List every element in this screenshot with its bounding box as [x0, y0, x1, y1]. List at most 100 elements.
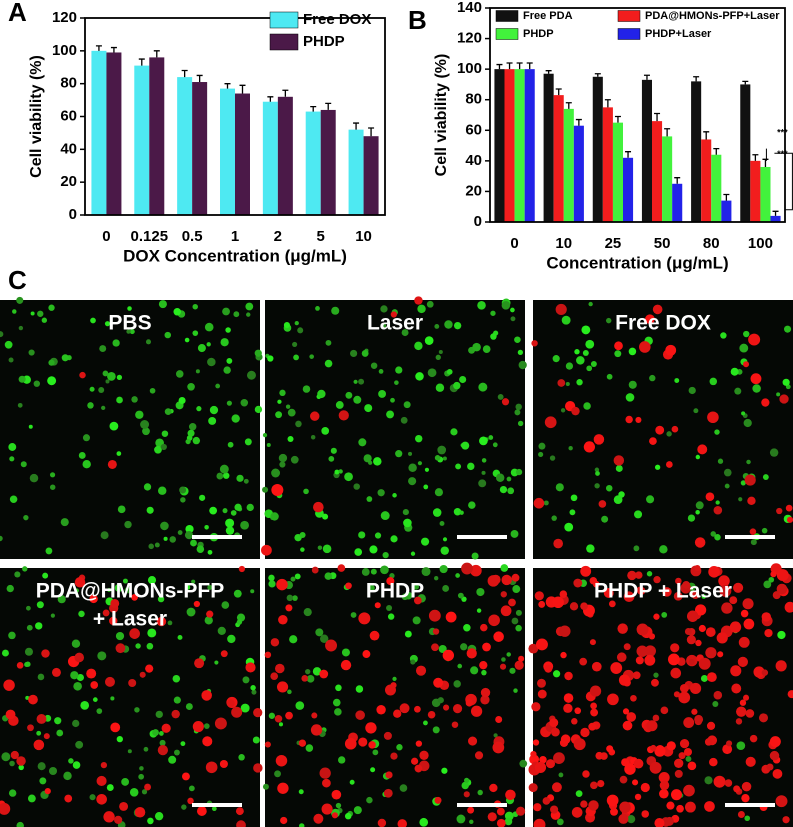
image-title: Laser — [367, 312, 423, 335]
cell — [424, 467, 430, 472]
cell — [610, 662, 623, 674]
cell — [456, 814, 466, 824]
cell — [551, 727, 560, 737]
cell — [707, 411, 719, 424]
cell — [613, 455, 625, 466]
cell — [743, 361, 750, 368]
cell — [145, 664, 154, 673]
cell — [277, 399, 282, 404]
cell — [135, 410, 144, 419]
cell — [362, 650, 371, 658]
cell — [442, 456, 447, 461]
image-title: + Laser — [93, 608, 167, 631]
cell — [100, 531, 109, 540]
cell — [455, 573, 460, 578]
cell — [442, 537, 448, 542]
cell — [278, 614, 288, 625]
cell — [451, 721, 459, 728]
cell — [286, 594, 294, 602]
cell — [576, 356, 585, 365]
cell — [534, 761, 547, 773]
micrograph: PBS — [0, 296, 263, 559]
panel-label: C — [8, 265, 27, 295]
cell — [492, 442, 498, 448]
cell — [299, 823, 305, 827]
cell — [330, 447, 337, 454]
cell — [78, 452, 86, 459]
cell — [670, 789, 683, 801]
cell — [187, 797, 194, 805]
cell — [528, 783, 538, 793]
cell — [785, 504, 793, 512]
error-bar — [506, 62, 513, 70]
cell — [231, 706, 243, 718]
cell — [223, 366, 231, 374]
cell — [396, 744, 403, 751]
cell — [445, 611, 457, 623]
cell — [589, 685, 602, 697]
cell — [779, 394, 789, 404]
cell — [112, 339, 120, 347]
cell — [243, 478, 249, 484]
cell — [109, 616, 118, 626]
cell — [319, 634, 329, 643]
annotation: *** — [777, 128, 788, 138]
cell — [531, 340, 538, 347]
cell — [147, 817, 154, 825]
legend-label: PHDP+Laser — [645, 28, 712, 40]
cell — [400, 416, 408, 424]
bar — [721, 200, 732, 222]
cell — [595, 751, 604, 760]
cell — [64, 794, 73, 803]
cell — [666, 801, 675, 810]
bar — [750, 160, 761, 222]
annotation: *** — [777, 149, 788, 159]
cell — [492, 741, 505, 754]
cell — [16, 821, 24, 827]
cell — [743, 330, 750, 338]
cell — [226, 357, 233, 364]
cell — [124, 520, 132, 529]
cell — [480, 695, 490, 705]
cell — [417, 461, 423, 466]
cell — [464, 777, 470, 783]
cell — [116, 451, 122, 456]
cell — [428, 609, 441, 622]
x-tick-label: 50 — [654, 235, 671, 252]
bar — [277, 96, 293, 215]
cell — [43, 733, 50, 740]
cell — [719, 584, 732, 597]
cell — [674, 769, 683, 778]
cell — [550, 805, 559, 814]
cell — [222, 508, 228, 514]
cell — [369, 630, 380, 641]
bar — [652, 121, 663, 222]
cell — [411, 757, 419, 765]
cell — [761, 527, 768, 534]
error-bar — [762, 158, 769, 167]
cell — [370, 767, 376, 773]
cell — [274, 714, 283, 723]
cell — [264, 741, 271, 748]
cell — [698, 624, 706, 633]
cell — [399, 703, 410, 714]
legend-swatch — [269, 11, 299, 29]
cell — [414, 764, 423, 773]
cell — [769, 736, 781, 748]
bar — [514, 69, 525, 223]
cell — [495, 473, 505, 482]
bar — [305, 111, 321, 215]
cell — [26, 605, 31, 611]
cell — [465, 699, 473, 707]
cell — [277, 782, 289, 794]
cell — [366, 496, 373, 502]
cell — [542, 797, 551, 805]
cell — [331, 306, 340, 315]
cell — [392, 493, 397, 498]
cell — [740, 480, 746, 486]
cell — [244, 438, 252, 446]
cell — [626, 712, 637, 722]
cell — [361, 568, 370, 576]
micrograph: Laser — [261, 296, 527, 560]
cell — [487, 575, 500, 587]
